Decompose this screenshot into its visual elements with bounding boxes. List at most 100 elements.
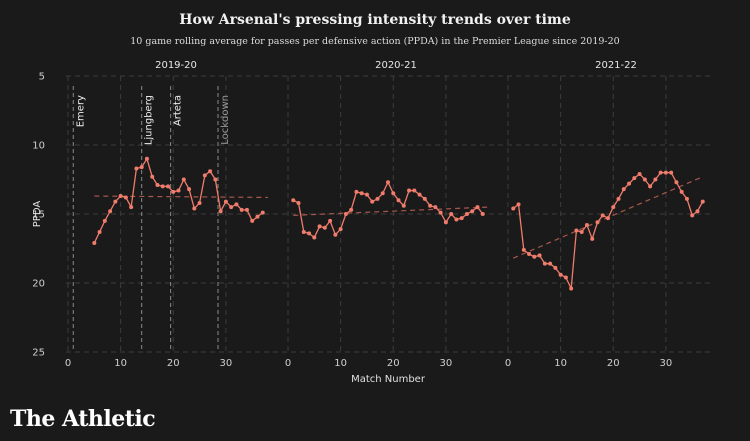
- data-point: [700, 199, 705, 204]
- brand-logo: The Athletic: [10, 406, 156, 432]
- x-tick-label: 20: [167, 358, 180, 369]
- data-point: [516, 202, 521, 207]
- data-point: [600, 213, 605, 218]
- y-axis-label: PPDA: [32, 201, 43, 228]
- data-point: [108, 209, 113, 214]
- data-point: [322, 225, 327, 230]
- data-point: [627, 181, 632, 186]
- data-point: [166, 184, 170, 189]
- data-point: [307, 231, 312, 236]
- data-point: [563, 275, 568, 280]
- data-point: [621, 187, 626, 192]
- data-point: [459, 216, 464, 221]
- x-tick-label: 0: [65, 358, 71, 369]
- data-point: [197, 200, 202, 205]
- data-point: [391, 191, 396, 196]
- y-tick-label: 20: [32, 279, 45, 290]
- data-point: [234, 202, 239, 207]
- data-point: [521, 247, 526, 252]
- data-point: [328, 218, 333, 223]
- data-point: [449, 212, 454, 216]
- data-point: [574, 228, 579, 233]
- data-point: [669, 170, 674, 175]
- data-point: [386, 180, 390, 185]
- y-tick-label: 10: [32, 141, 45, 152]
- data-point: [653, 177, 658, 182]
- data-point: [375, 196, 380, 201]
- data-point: [611, 205, 616, 210]
- data-point: [548, 261, 553, 266]
- data-point: [192, 206, 197, 211]
- data-point: [92, 240, 97, 245]
- data-point: [595, 220, 600, 225]
- data-point: [359, 191, 364, 196]
- data-point: [150, 174, 155, 179]
- data-point: [338, 227, 343, 232]
- data-point: [118, 194, 123, 199]
- x-tick-label: 20: [387, 358, 400, 369]
- chart-subtitle: 10 game rolling average for passes per d…: [130, 36, 620, 47]
- data-point: [202, 173, 207, 178]
- data-point: [480, 212, 485, 216]
- data-point: [364, 192, 369, 197]
- data-point: [349, 207, 354, 212]
- data-point: [396, 198, 401, 203]
- data-point: [187, 187, 192, 192]
- series-line: [93, 157, 264, 244]
- data-point: [113, 199, 118, 204]
- data-point: [301, 229, 306, 234]
- data-point: [102, 218, 107, 223]
- data-point: [695, 209, 700, 214]
- data-point: [632, 176, 637, 181]
- data-point: [558, 272, 563, 277]
- series-line: [512, 171, 704, 291]
- data-point: [663, 170, 668, 175]
- data-point: [684, 196, 689, 201]
- data-point: [250, 218, 255, 223]
- event-label: Arteta: [173, 95, 184, 126]
- data-point: [412, 188, 417, 193]
- data-point: [354, 189, 359, 194]
- data-point: [454, 217, 459, 222]
- data-point: [464, 212, 469, 216]
- event-label: Ljungberg: [144, 95, 155, 145]
- x-tick-label: 10: [554, 358, 567, 369]
- y-tick-label: 5: [39, 72, 45, 83]
- data-point: [433, 205, 438, 210]
- data-point: [97, 229, 102, 234]
- data-point: [155, 183, 160, 188]
- x-tick-label: 30: [660, 358, 673, 369]
- data-point: [312, 235, 317, 240]
- data-point: [658, 170, 663, 175]
- data-point: [428, 203, 433, 208]
- data-point: [579, 229, 584, 234]
- data-point: [690, 213, 695, 218]
- event-label: Emery: [75, 95, 86, 127]
- x-axis-label: Match Number: [351, 374, 426, 385]
- event-label: Lockdown: [220, 95, 231, 145]
- data-point: [139, 165, 144, 170]
- data-point: [679, 189, 684, 194]
- data-point: [537, 253, 542, 258]
- x-tick-label: 30: [220, 358, 233, 369]
- chart-title: How Arsenal's pressing intensity trends …: [179, 12, 571, 28]
- data-point: [401, 203, 406, 208]
- data-point: [511, 206, 516, 211]
- series-line: [292, 180, 484, 239]
- trend-line: [293, 206, 489, 216]
- data-point: [343, 212, 348, 216]
- data-point: [553, 265, 558, 270]
- season-label: 2021-22: [595, 60, 637, 71]
- data-point: [160, 184, 165, 189]
- data-point: [317, 224, 322, 229]
- season-label: 2019-20: [155, 60, 197, 71]
- data-point: [239, 207, 244, 212]
- data-point: [616, 196, 621, 201]
- data-point: [144, 156, 149, 161]
- data-point: [417, 192, 422, 197]
- data-point: [584, 223, 589, 228]
- data-point: [244, 207, 249, 212]
- season-label: 2020-21: [375, 60, 417, 71]
- data-point: [296, 200, 301, 205]
